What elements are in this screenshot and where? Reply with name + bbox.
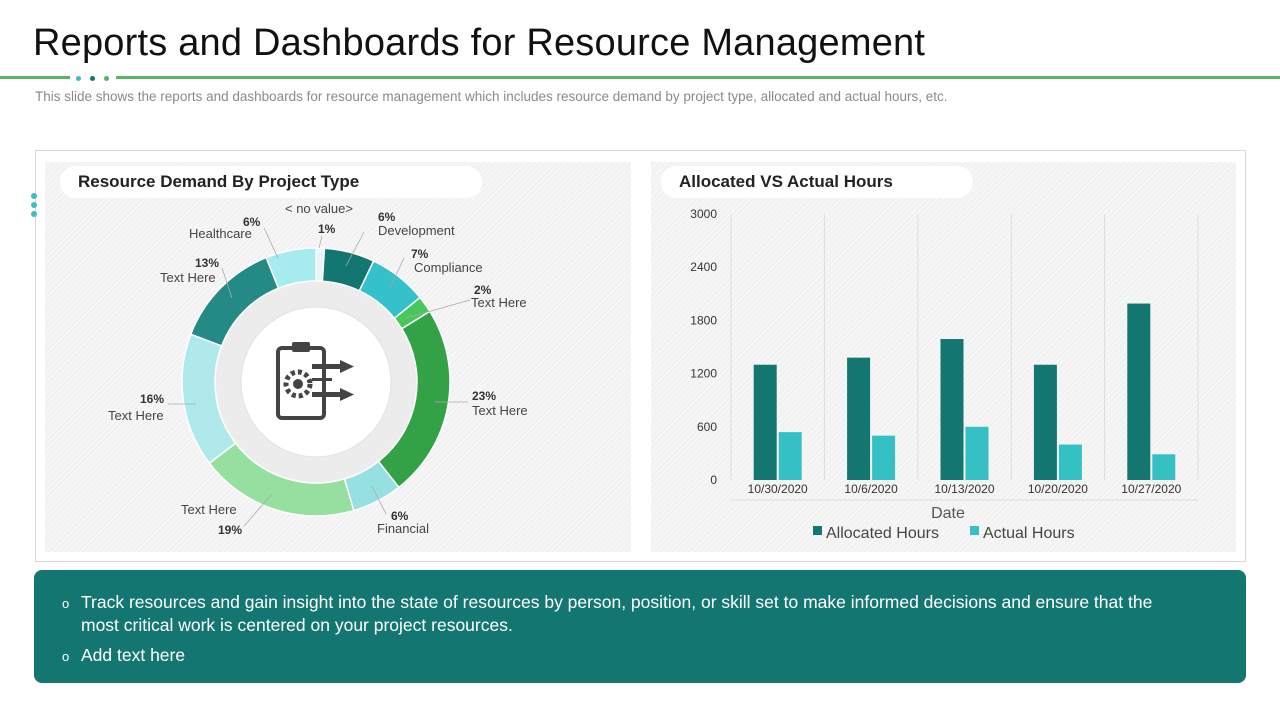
x-tick-4: 10/27/2020 [1121,482,1181,496]
page-subtitle: This slide shows the reports and dashboa… [35,89,948,104]
slice-label-pct-4: 23% [472,389,496,403]
bullet-text: Add text here [81,645,186,665]
title-underline [0,76,1280,79]
bullet-text: Track resources and gain insight into th… [81,592,1153,635]
slice-label-name-7: Text Here [108,408,164,423]
slice-label-pct-0: 1% [318,222,336,236]
x-tick-3: 10/20/2020 [1028,482,1088,496]
slice-label-name-6: Text Here [181,502,237,517]
slice-label-pct-8: 13% [195,256,219,270]
allocated-actual-title: Allocated VS Actual Hours [661,166,973,198]
y-tick-1800: 1800 [690,313,717,327]
bullet-item: o Track resources and gain insight into … [62,591,1172,637]
bar-actual-1 [872,435,896,480]
x-tick-1: 10/6/2020 [844,482,898,496]
slice-label-name-9: Healthcare [189,226,252,241]
slice-label-name-3: Text Here [471,295,527,310]
bar-chart-gridlines [730,214,1199,501]
slice-label-pct-2: 7% [411,247,429,261]
y-tick-3000: 3000 [690,207,717,221]
legend-swatch-actual [970,526,979,535]
bar-allocated-0 [753,364,777,480]
side-dots-decoration [31,193,37,220]
dashboard-frame [35,150,1246,562]
slice-label-name-8: Text Here [160,270,216,285]
bullet-marker: o [62,596,70,611]
donut-slice-9 [265,247,317,290]
donut-labels: < no value> 1% 6% Development 7% Complia… [108,201,528,537]
legend-label-actual: Actual Hours [983,525,1075,542]
donut-leader-lines [168,227,471,527]
x-tick-2: 10/13/2020 [934,482,994,496]
slice-label-name-1: Development [378,223,455,238]
bar-actual-3 [1058,444,1082,480]
slice-label-name-2: Compliance [414,260,483,275]
x-axis-title: Date [931,505,965,522]
donut-slices [181,247,451,517]
x-tick-0: 10/30/2020 [748,482,808,496]
legend-label-allocated: Allocated Hours [826,525,939,542]
y-tick-1200: 1200 [690,367,717,381]
slice-label-pct-3: 2% [474,283,492,297]
bar-chart-x-ticks: 10/30/2020 10/6/2020 10/13/2020 10/20/2020 1… [748,482,1182,496]
slice-label-pct-1: 6% [378,210,396,224]
bar-chart-legend: Allocated Hours Actual Hours [813,525,1075,542]
resource-demand-donut-chart: < no value> 1% 6% Development 7% Complia… [108,201,528,537]
bar-allocated-3 [1033,364,1057,480]
slice-label-pct-7: 16% [140,392,164,406]
slice-label-pct-6: 19% [218,523,242,537]
donut-center-disc [240,306,392,458]
y-tick-2400: 2400 [690,260,717,274]
bullet-item: o Add text here [62,644,662,667]
bar-actual-4 [1152,454,1176,480]
bar-actual-0 [778,432,802,480]
slice-label-name-5: Financial [377,521,429,536]
bar-actual-2 [965,426,989,480]
legend-swatch-allocated [813,526,822,535]
slice-label-pct-9: 6% [243,215,261,229]
title-rule-dots [70,73,116,83]
allocated-actual-bar-chart: 0 600 1200 1800 2400 3000 10/30/2020 10/6/2020… [690,207,1199,542]
slice-label-pct-5: 6% [391,509,409,523]
y-tick-600: 600 [697,420,717,434]
no-value-label: < no value> [285,201,353,216]
resource-demand-title: Resource Demand By Project Type [60,166,482,198]
clipboard-gear-arrows-icon [276,342,354,420]
slice-label-name-4: Text Here [472,403,528,418]
bullet-marker: o [62,649,70,664]
bar-allocated-1 [847,357,871,480]
bar-chart-y-ticks: 0 600 1200 1800 2400 3000 [690,207,717,487]
bar-allocated-4 [1127,303,1151,480]
bar-chart-bars [753,303,1176,480]
y-tick-0: 0 [710,473,717,487]
bar-allocated-2 [940,339,964,480]
page-title: Reports and Dashboards for Resource Mana… [33,22,926,64]
info-box [34,570,1246,683]
